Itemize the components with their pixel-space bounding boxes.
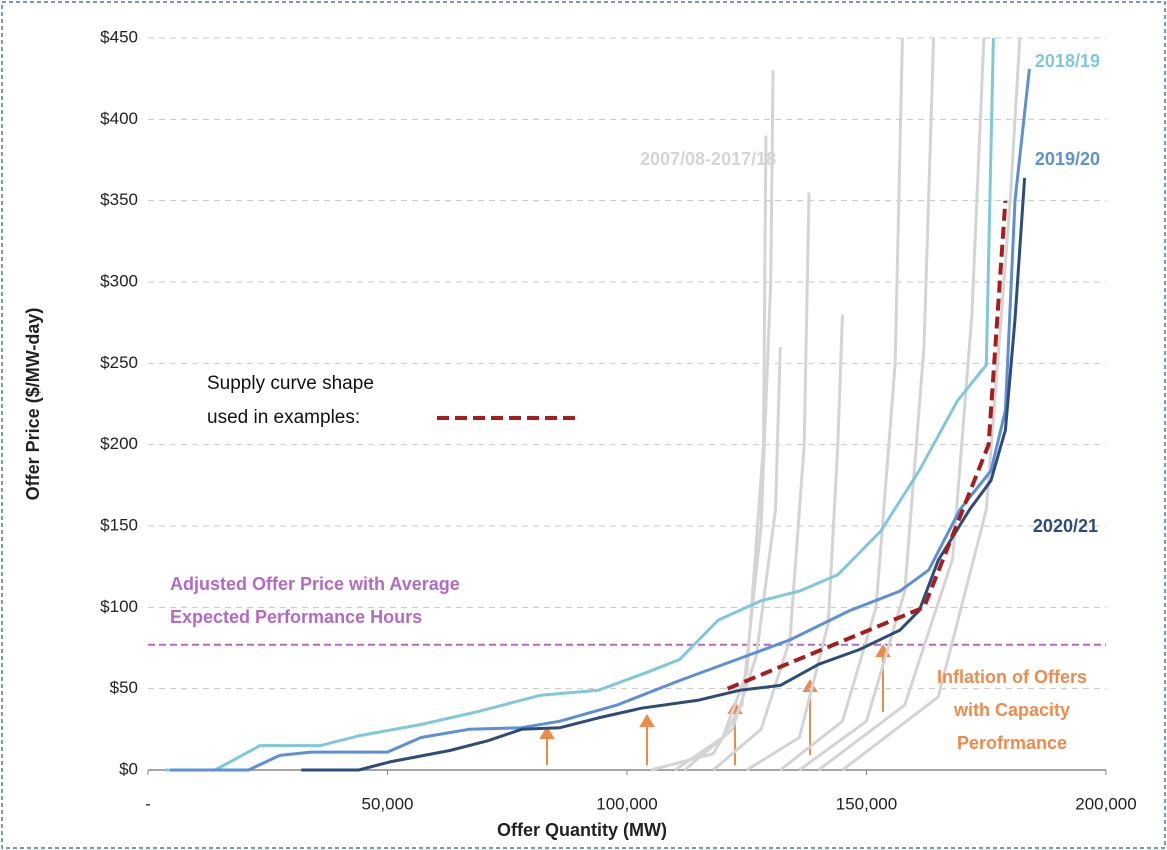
- y-tick-label: $250: [100, 353, 138, 372]
- x-tick-label: 50,000: [362, 794, 414, 813]
- y-axis-label: Offer Price ($/MW-day): [23, 308, 43, 501]
- inflation-note: Perofrmance: [957, 733, 1067, 753]
- inflation-note: with Capacity: [953, 700, 1070, 720]
- y-tick-label: $0: [119, 759, 138, 778]
- arrows: [539, 644, 891, 765]
- x-tick-label: -: [145, 794, 151, 813]
- series-line: [170, 68, 1031, 772]
- reference-label: Expected Performance Hours: [170, 607, 422, 627]
- y-tick-label: $100: [100, 597, 138, 616]
- reference-label: Adjusted Offer Price with Average: [170, 574, 460, 594]
- y-tick-label: $350: [100, 190, 138, 209]
- supply-note: used in examples:: [207, 407, 360, 428]
- y-tick-label: $450: [100, 27, 138, 46]
- series-label: 2007/08-2017/18: [640, 149, 776, 169]
- x-tick-label: 100,000: [596, 794, 657, 813]
- inflation-note: Inflation of Offers: [937, 667, 1087, 687]
- y-tick-label: $300: [100, 271, 138, 290]
- series-line: [164, 37, 995, 772]
- series-label: 2020/21: [1033, 516, 1098, 536]
- supply-note: Supply curve shape: [207, 373, 374, 394]
- series-line: [726, 200, 1008, 691]
- y-tick-label: $150: [100, 515, 138, 534]
- series-line: [301, 177, 1027, 772]
- y-tick-label: $200: [100, 434, 138, 453]
- series-label: 2019/20: [1035, 149, 1100, 169]
- x-tick-label: 150,000: [836, 794, 897, 813]
- y-tick-label: $50: [110, 678, 138, 697]
- series-label: 2018/19: [1035, 51, 1100, 71]
- x-axis-label: Offer Quantity (MW): [497, 820, 667, 840]
- x-tick-label: 200,000: [1075, 794, 1136, 813]
- y-tick-label: $400: [100, 109, 138, 128]
